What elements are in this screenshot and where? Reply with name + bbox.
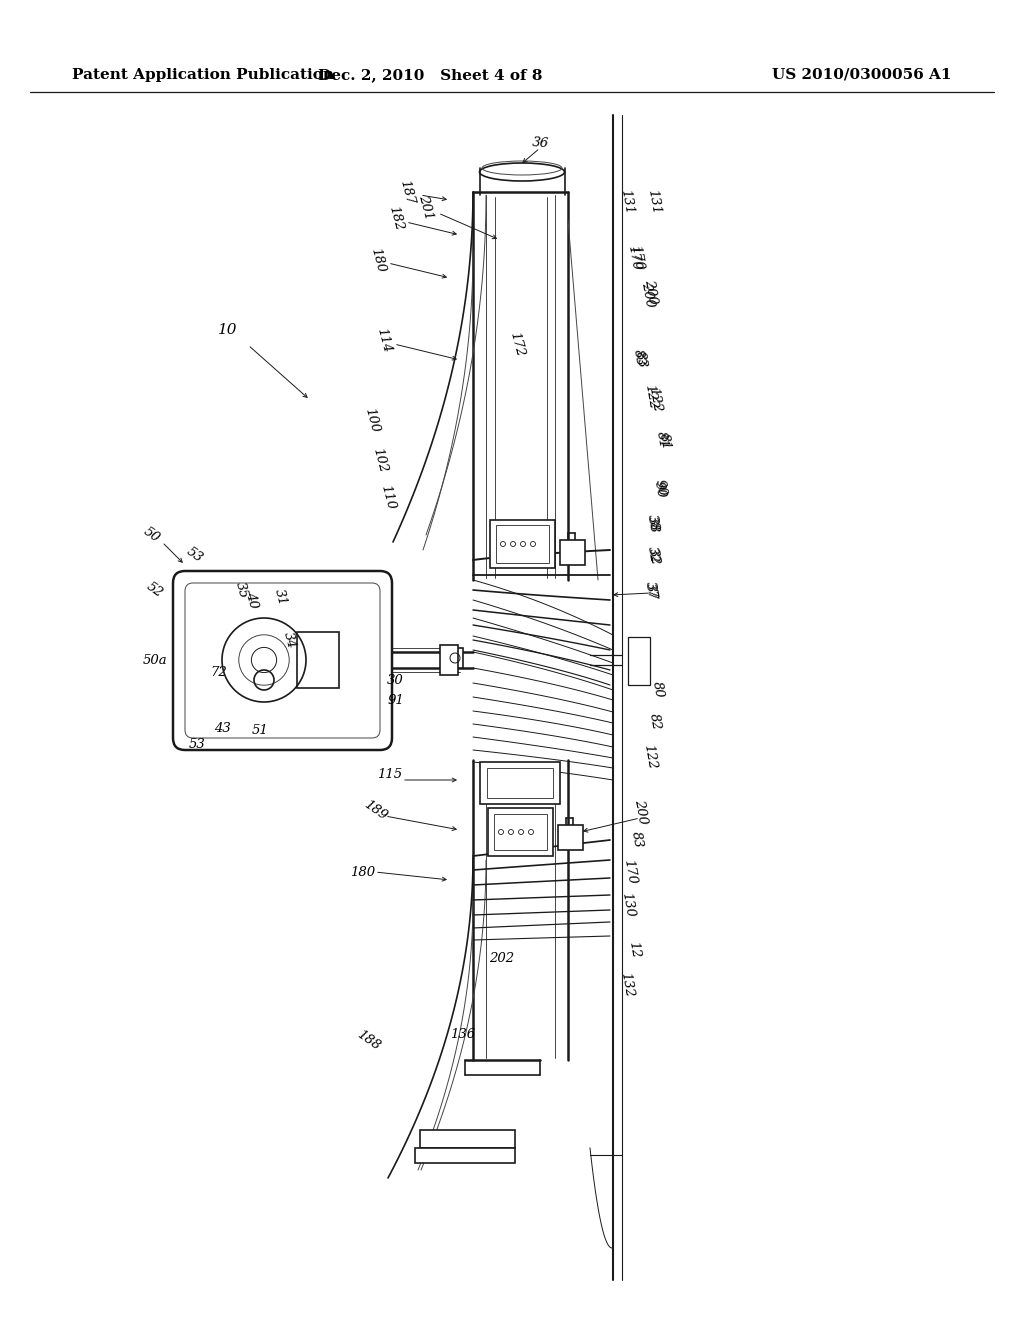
Bar <box>628 638 650 685</box>
Text: 189: 189 <box>361 797 389 822</box>
Text: 50a: 50a <box>142 653 167 667</box>
Bar <box>558 825 583 850</box>
Text: 170: 170 <box>626 244 643 272</box>
Bar <box>487 768 553 799</box>
Text: 83: 83 <box>633 351 649 370</box>
Text: 38: 38 <box>645 516 660 535</box>
Text: 82: 82 <box>647 713 663 731</box>
Text: 122: 122 <box>641 743 658 771</box>
Text: G: G <box>636 661 642 671</box>
Text: 131: 131 <box>618 189 636 215</box>
Text: 37: 37 <box>643 582 658 602</box>
FancyBboxPatch shape <box>173 572 392 750</box>
Text: 43: 43 <box>214 722 230 734</box>
Text: 81: 81 <box>657 433 673 451</box>
Text: 110: 110 <box>379 483 397 511</box>
Text: 37: 37 <box>643 581 658 599</box>
Bar <box>480 762 560 804</box>
Text: 132: 132 <box>618 972 636 998</box>
Text: 136: 136 <box>451 1028 475 1041</box>
Text: 188: 188 <box>354 1027 382 1052</box>
Bar <box>490 520 555 568</box>
Text: 34: 34 <box>281 630 297 649</box>
Text: 201: 201 <box>417 193 435 220</box>
Bar <box>494 814 547 850</box>
Text: 53: 53 <box>188 738 206 751</box>
Text: 30: 30 <box>387 673 403 686</box>
Text: 83: 83 <box>631 348 647 367</box>
Text: .: . <box>638 671 640 678</box>
Bar <box>440 645 458 675</box>
Text: 180: 180 <box>350 866 376 879</box>
Text: 170: 170 <box>629 244 645 272</box>
Text: I: I <box>638 652 640 661</box>
Text: 91: 91 <box>388 693 404 706</box>
Text: 122: 122 <box>646 387 664 413</box>
Text: 114: 114 <box>375 326 393 354</box>
Text: 80: 80 <box>650 681 666 700</box>
Text: 32: 32 <box>645 545 660 565</box>
Text: 200: 200 <box>639 281 656 309</box>
Text: Patent Application Publication: Patent Application Publication <box>72 69 334 82</box>
Text: US 2010/0300056 A1: US 2010/0300056 A1 <box>772 69 952 82</box>
Text: 51: 51 <box>252 723 268 737</box>
Text: 53: 53 <box>184 545 206 565</box>
FancyBboxPatch shape <box>185 583 380 738</box>
Text: 10: 10 <box>218 323 238 337</box>
Text: 81: 81 <box>654 430 670 449</box>
Text: 40: 40 <box>244 590 260 610</box>
Text: 200: 200 <box>642 279 659 305</box>
Text: 72: 72 <box>211 665 227 678</box>
Bar <box>488 808 553 855</box>
Text: 90: 90 <box>651 480 667 499</box>
Text: 102: 102 <box>371 446 389 474</box>
Bar <box>447 648 463 668</box>
Bar <box>496 525 549 564</box>
Bar <box>297 632 339 688</box>
Text: 182: 182 <box>386 205 406 232</box>
Text: 131: 131 <box>645 189 663 215</box>
Text: 31: 31 <box>271 587 289 607</box>
Text: 130: 130 <box>620 891 637 919</box>
Text: 122: 122 <box>642 384 659 411</box>
Text: 172: 172 <box>503 788 527 801</box>
Text: 83: 83 <box>629 830 645 849</box>
Bar <box>420 1130 515 1148</box>
Text: 100: 100 <box>362 407 382 434</box>
Text: 202: 202 <box>489 952 515 965</box>
Text: 52: 52 <box>144 579 166 601</box>
Text: 172: 172 <box>508 330 526 358</box>
Text: 187: 187 <box>397 178 417 206</box>
Text: F: F <box>637 643 641 652</box>
Bar <box>415 1148 515 1163</box>
Text: 32: 32 <box>646 548 662 566</box>
Text: 170: 170 <box>622 858 639 886</box>
Text: 180: 180 <box>369 247 387 273</box>
Text: 12: 12 <box>626 941 642 960</box>
Text: Dec. 2, 2010   Sheet 4 of 8: Dec. 2, 2010 Sheet 4 of 8 <box>317 69 543 82</box>
Text: 115: 115 <box>378 768 402 781</box>
Text: 4: 4 <box>636 678 642 688</box>
Bar <box>560 540 585 565</box>
Text: 50: 50 <box>141 525 163 545</box>
Text: 90: 90 <box>652 479 668 498</box>
Text: 35: 35 <box>232 581 250 599</box>
Text: 200: 200 <box>633 799 649 825</box>
Text: 36: 36 <box>531 136 549 150</box>
Text: 38: 38 <box>645 513 660 532</box>
